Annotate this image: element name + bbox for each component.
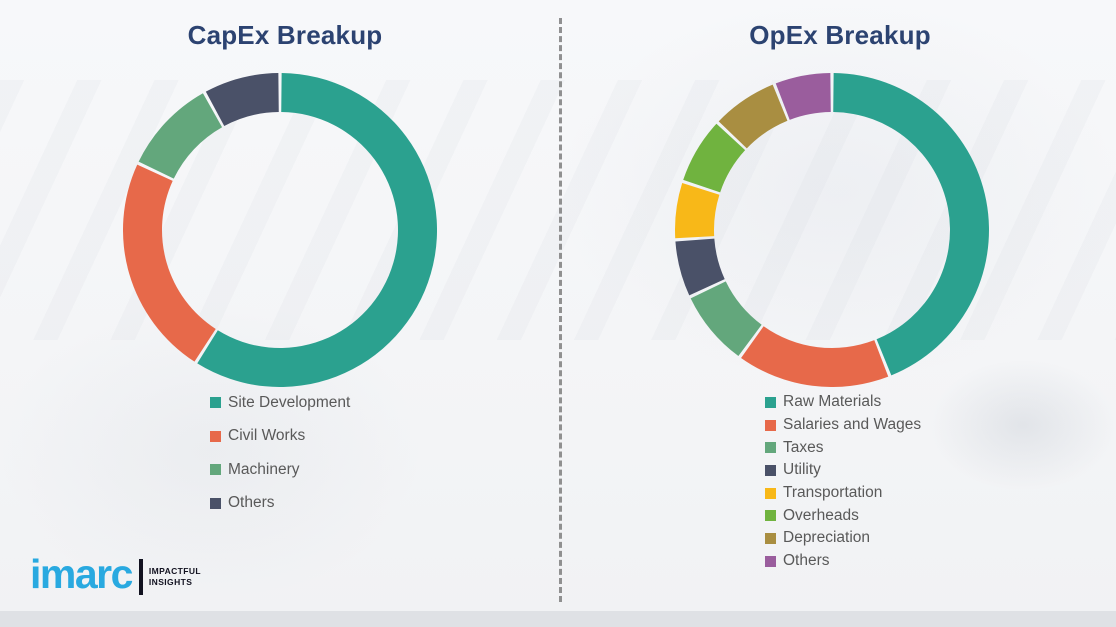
legend-item-civil-works: Civil Works <box>210 420 350 454</box>
legend-label: Others <box>228 494 275 512</box>
legend-swatch <box>210 464 221 476</box>
legend-label: Machinery <box>228 460 300 478</box>
capex-legend: Site Development Civil Works Machinery Othe… <box>210 386 350 520</box>
legend-swatch <box>765 419 776 431</box>
imarc-logo-wordmark: imarc <box>30 550 133 597</box>
logo-divider-bar <box>138 559 143 595</box>
legend-item-others: Others <box>210 487 350 521</box>
legend-item-taxes: Taxes <box>765 436 921 459</box>
legend-item-raw-materials: Raw Materials <box>765 391 921 414</box>
legend-item-utility: Utility <box>765 459 921 482</box>
imarc-logo: imarc IMPACTFUL INSIGHTS <box>30 553 201 595</box>
opex-legend: Raw Materials Salaries and Wages Taxes Util… <box>765 391 921 573</box>
donut-slice-machinery <box>138 93 223 179</box>
donut-slice-raw-materials <box>833 73 989 376</box>
legend-swatch <box>765 532 776 544</box>
donut-slice-civil-works <box>122 164 216 362</box>
legend-label: Depreciation <box>783 529 871 547</box>
donut-slice-site-development <box>197 73 438 388</box>
dashed-divider-line <box>559 18 562 602</box>
legend-swatch <box>765 555 776 567</box>
legend-swatch <box>210 430 221 442</box>
legend-swatch <box>210 397 221 409</box>
legend-label: Others <box>783 552 830 570</box>
legend-item-others: Others <box>765 550 921 573</box>
donut-slice-others <box>775 73 831 120</box>
donut-slice-taxes <box>690 281 762 357</box>
legend-swatch <box>765 396 776 408</box>
logo-tagline-line2: INSIGHTS <box>148 577 193 587</box>
legend-swatch <box>765 510 776 522</box>
opex-chart-title: OpEx Breakup <box>749 20 931 50</box>
legend-label: Site Development <box>228 393 351 411</box>
legend-item-transportation: Transportation <box>765 482 921 505</box>
legend-label: Transportation <box>783 484 883 502</box>
legend-swatch <box>765 487 776 499</box>
legend-item-site-development: Site Development <box>210 386 350 420</box>
legend-swatch <box>765 464 776 476</box>
legend-item-depreciation: Depreciation <box>765 527 921 550</box>
donut-slice-utility <box>675 238 725 296</box>
legend-swatch <box>765 442 776 454</box>
legend-label: Taxes <box>783 438 824 456</box>
legend-item-overheads: Overheads <box>765 504 921 527</box>
legend-label: Utility <box>783 461 821 479</box>
legend-label: Salaries and Wages <box>783 416 922 434</box>
capex-chart-title: CapEx Breakup <box>187 20 383 50</box>
legend-swatch <box>210 497 221 509</box>
logo-tagline-line1: IMPACTFUL <box>148 565 201 576</box>
legend-item-machinery: Machinery <box>210 453 350 487</box>
donut-slice-overheads <box>683 123 746 193</box>
logo-tagline: IMPACTFUL INSIGHTS <box>149 566 201 589</box>
capex-donut-chart <box>122 73 438 388</box>
legend-label: Civil Works <box>228 427 306 445</box>
background-bottom-strip <box>0 611 1116 627</box>
legend-item-salaries-and-wages: Salaries and Wages <box>765 414 921 437</box>
donut-slice-salaries-and-wages <box>741 326 889 388</box>
legend-label: Raw Materials <box>783 393 882 411</box>
opex-donut-chart <box>675 73 989 388</box>
donut-slice-depreciation <box>718 84 788 149</box>
donut-slice-others <box>205 73 279 127</box>
legend-label: Overheads <box>783 506 859 524</box>
donut-slice-transportation <box>675 183 720 239</box>
